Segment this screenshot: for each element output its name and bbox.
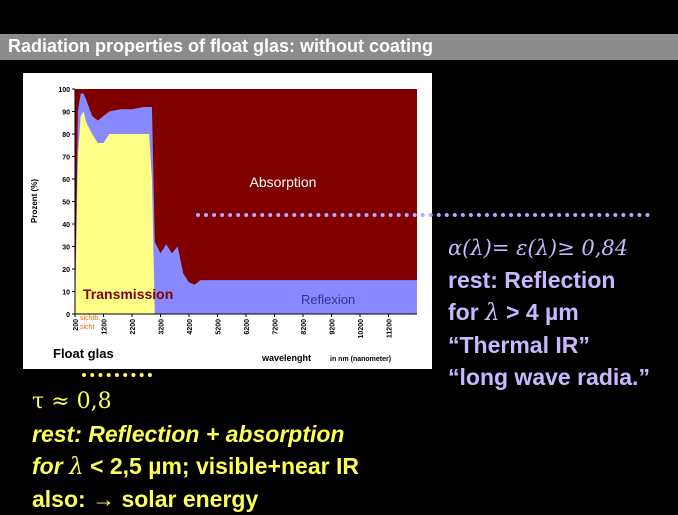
y-tick-label: 70 [62, 155, 70, 162]
x-tick-label: 200 [73, 319, 80, 331]
slide-title: Radiation properties of float glas: with… [8, 36, 434, 56]
long-wave-label: “long wave radia.” [448, 364, 650, 390]
y-tick-label: 80 [62, 132, 70, 139]
rest-reflection-line: rest: Reflection [448, 267, 616, 293]
wavelength-threshold: > 4 µm [499, 299, 579, 325]
x-tick-label: 6200 [244, 319, 251, 335]
x-tick-label: 7200 [273, 319, 280, 335]
radiation-chart: 0 10 20 30 40 50 60 70 80 90 100 200 1200 2200 3200 42… [30, 87, 418, 363]
y-tick-label: 100 [58, 87, 70, 94]
y-tick-label: 10 [62, 290, 70, 297]
x-tick-label: 10200 [358, 319, 365, 339]
region-label-visible-2: sicht [80, 324, 94, 331]
slide-title-bar: Radiation properties of float glas: with… [0, 34, 678, 60]
transmission-area [75, 111, 161, 314]
y-tick-label: 90 [62, 110, 70, 117]
emissivity-formula: α(λ)= ε(λ)≥ 0,84 [448, 236, 629, 260]
x-tick-label: 4200 [187, 319, 194, 335]
chart-panel: 0 10 20 30 40 50 60 70 80 90 100 200 1200 2200 3200 42… [23, 73, 432, 369]
visible-near-ir: < 2,5 µm; visible+near IR [83, 453, 359, 479]
x-tick-label: 5200 [216, 319, 223, 335]
x-tick-label: 9200 [330, 319, 337, 335]
y-tick-label: 30 [62, 245, 70, 252]
x-axis-label: wavelenght [261, 353, 311, 363]
x-tick-label: 2200 [130, 319, 137, 335]
dotted-divider-left [82, 373, 152, 377]
y-axis-label: Prozent (%) [30, 179, 39, 223]
lambda-symbol: λ [485, 300, 500, 326]
x-axis-unit: in nm (nanometer) [330, 356, 391, 363]
chart-caption: Float glas [53, 346, 114, 361]
x-tick-label: 3200 [159, 319, 166, 335]
region-label-reflexion: Reflexion [301, 292, 355, 307]
for-word-left: for [32, 453, 70, 479]
thermal-ir-label: “Thermal IR” [448, 332, 590, 358]
dotted-divider-right [196, 213, 650, 217]
region-label-transmission: Transmission [83, 286, 173, 302]
solar-energy-notes: τ ≈ 0,8 rest: Reflection + absorption fo… [32, 384, 359, 515]
thermal-ir-notes: α(λ)= ε(λ)≥ 0,84 rest: Reflection for λ … [448, 232, 650, 393]
y-tick-label: 60 [62, 177, 70, 184]
x-tick-label: 8200 [301, 319, 308, 335]
wavelength-condition-right: for λ > 4 µm [448, 296, 650, 329]
tau-symbol: τ [32, 389, 45, 414]
lambda-symbol-left: λ [69, 454, 84, 480]
y-tick-label: 0 [66, 312, 70, 319]
solar-energy-line: also: → solar energy [32, 486, 259, 512]
transmittance-value: τ ≈ 0,8 [32, 384, 359, 418]
y-tick-label: 20 [62, 267, 70, 274]
tau-approx: ≈ 0,8 [44, 389, 112, 414]
x-tick-label: 11200 [387, 319, 394, 338]
reflexion-area [75, 93, 417, 314]
region-label-visible: sichtb. [80, 315, 100, 322]
y-tick-label: 40 [62, 222, 70, 229]
rest-reflection-absorption: rest: Reflection + absorption [32, 421, 345, 447]
x-tick-label: 1200 [102, 319, 109, 335]
for-word: for [448, 299, 486, 325]
reflexion-lower-area [154, 251, 418, 314]
y-tick-label: 50 [62, 200, 70, 207]
wavelength-condition-left: for λ < 2,5 µm; visible+near IR [32, 450, 359, 483]
region-label-absorption: Absorption [250, 174, 317, 190]
